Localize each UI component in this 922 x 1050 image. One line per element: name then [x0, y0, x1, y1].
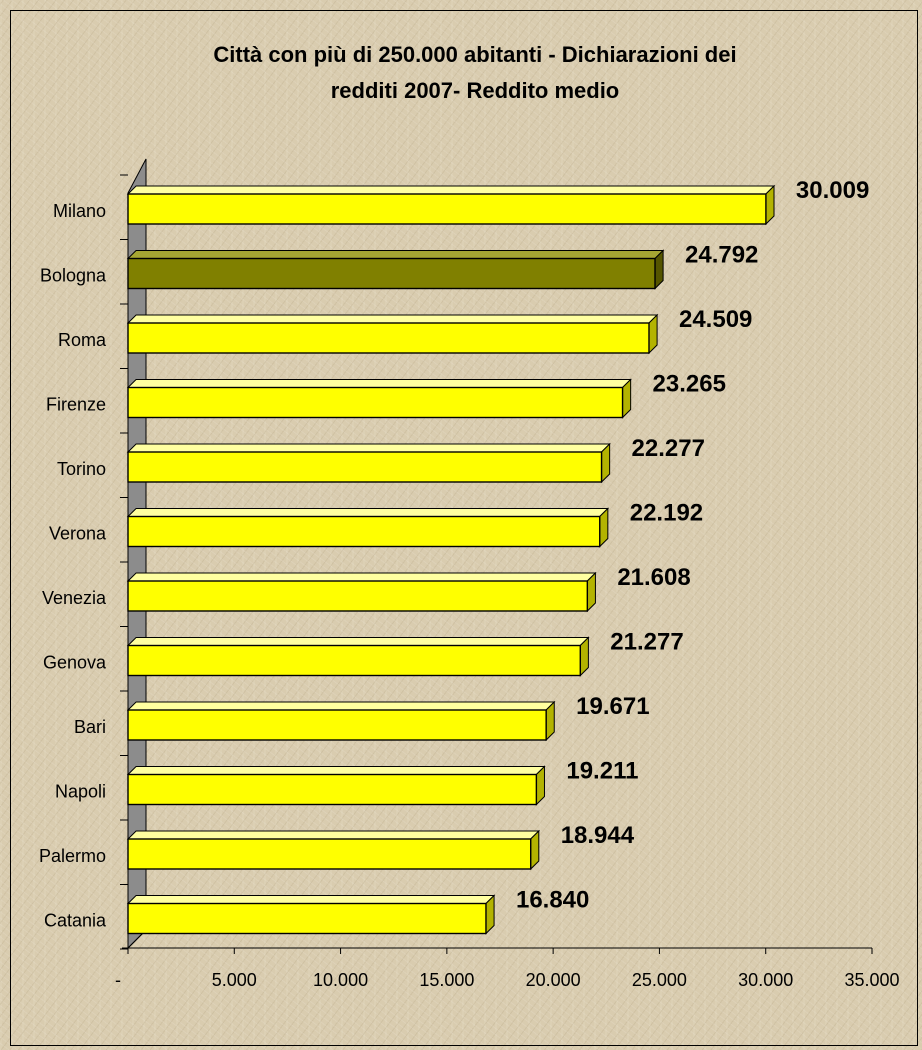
data-label: 18.944: [561, 822, 635, 849]
category-label: Genova: [43, 653, 107, 673]
category-label: Catania: [44, 911, 107, 931]
bar-highlighted: [127, 257, 656, 290]
bar-top-face: [126, 508, 610, 517]
bar: [127, 773, 538, 806]
x-tick-label: 5.000: [212, 970, 257, 990]
bar-top-face: [126, 830, 541, 840]
category-label: Torino: [57, 459, 106, 479]
bar-top-face: [126, 895, 496, 904]
category-label: Napoli: [55, 782, 106, 802]
data-label: 22.192: [630, 500, 703, 527]
category-label: Venezia: [42, 588, 107, 608]
data-label: 21.608: [617, 564, 690, 591]
bar: [127, 902, 487, 935]
bar: [127, 644, 581, 677]
category-label: Palermo: [39, 846, 106, 866]
data-label: 24.509: [679, 306, 752, 333]
data-label: 30.009: [796, 177, 869, 204]
bar-top-face: [126, 379, 632, 388]
category-label: Bologna: [40, 266, 107, 286]
data-label: 22.277: [632, 435, 705, 462]
bar-top-face: [126, 701, 556, 711]
x-tick-label: 20.000: [526, 970, 581, 990]
data-label: 19.671: [576, 693, 649, 720]
bar-top-face: [126, 314, 659, 324]
bar-top-face: [126, 766, 546, 775]
bar-top-face: [126, 250, 665, 259]
bar: [127, 193, 767, 225]
category-label: Verona: [49, 524, 107, 544]
x-tick-label: 30.000: [738, 970, 793, 990]
category-label: Roma: [58, 330, 107, 350]
bar: [127, 709, 547, 741]
chart-title-line1: Città con più di 250.000 abitanti - Dich…: [213, 42, 736, 67]
x-tick-label: 35.000: [844, 970, 899, 990]
category-label: Milano: [53, 201, 106, 221]
data-label: 24.792: [685, 242, 758, 269]
bar: [127, 451, 603, 483]
bar-top-face: [126, 443, 611, 453]
chart-frame: [10, 10, 918, 1046]
data-label: 21.277: [610, 629, 683, 656]
category-label: Bari: [74, 717, 106, 737]
bar-top-face: [126, 637, 590, 646]
data-label: 23.265: [653, 371, 726, 398]
data-label: 19.211: [566, 758, 638, 785]
bar: [127, 386, 624, 419]
bar: [127, 322, 650, 354]
category-label: Firenze: [46, 395, 106, 415]
x-tick-label: -: [115, 970, 121, 990]
bar-top-face: [126, 185, 776, 195]
plot-area: - 5.000 10.000 15.000 20.000 25.000 30.000 35.0…: [39, 158, 900, 990]
bar-top-face: [126, 572, 597, 582]
bar: [127, 838, 532, 870]
x-tick-label: 15.000: [419, 970, 474, 990]
bar: [127, 515, 601, 548]
data-label: 16.840: [516, 887, 589, 914]
chart-title-line2: redditi 2007- Reddito medio: [331, 78, 620, 103]
x-tick-label: 10.000: [313, 970, 368, 990]
bar: [127, 580, 589, 612]
x-tick-label: 25.000: [632, 970, 687, 990]
